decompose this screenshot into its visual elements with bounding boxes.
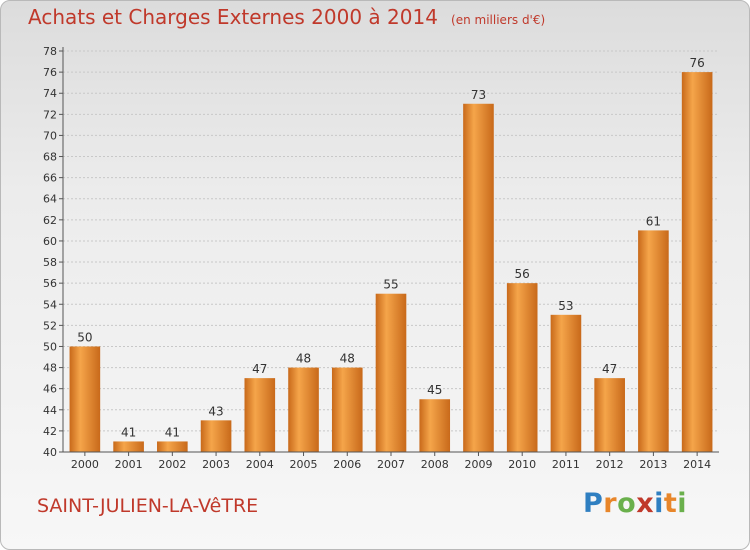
y-tick-label: 46 [43, 383, 57, 396]
y-tick-label: 48 [43, 362, 57, 375]
data-label: 48 [340, 352, 355, 366]
logo-letter: i [677, 488, 688, 519]
data-label: 48 [296, 352, 311, 366]
x-tick-label: 2009 [464, 458, 492, 471]
chart-title-main: Achats et Charges Externes 2000 à 2014 [28, 5, 438, 29]
bar-2013 [638, 230, 669, 452]
y-tick-label: 42 [43, 425, 57, 438]
y-tick-label: 74 [43, 87, 57, 100]
bar-2008 [419, 399, 451, 452]
bar-2005 [288, 367, 319, 452]
y-tick-label: 50 [43, 340, 57, 353]
x-tick-label: 2008 [421, 458, 449, 471]
data-label: 47 [252, 362, 267, 376]
bar-2007 [375, 293, 407, 452]
proxiti-logo: Proxiti [583, 488, 687, 519]
bar-2003 [200, 420, 232, 452]
data-label: 47 [602, 362, 617, 376]
data-label: 50 [77, 330, 92, 344]
logo-letter: i [654, 488, 664, 519]
x-tick-label: 2013 [639, 458, 667, 471]
data-label: 41 [121, 425, 136, 439]
chart-title-unit: (en milliers d'€) [451, 13, 546, 27]
bars: 50 41 41 43 47 48 48 55 45 73 56 53 47 61 76 [69, 56, 713, 453]
x-tick-label: 2011 [552, 458, 580, 471]
bar-2004 [244, 378, 276, 452]
y-tick-label: 56 [43, 277, 57, 290]
x-tick-label: 2006 [333, 458, 361, 471]
data-label: 55 [383, 278, 398, 292]
logo-letter: r [603, 488, 618, 519]
x-tick-label: 2001 [115, 458, 143, 471]
x-tick-label: 2005 [290, 458, 318, 471]
y-tick-label: 78 [43, 45, 57, 58]
data-label: 45 [427, 383, 442, 397]
bar-2001 [113, 441, 144, 452]
data-label: 53 [558, 299, 573, 313]
bar-2012 [594, 378, 625, 452]
bar-2006 [331, 367, 363, 452]
data-label: 41 [165, 425, 180, 439]
y-tick-label: 62 [43, 214, 57, 227]
x-tick-label: 2002 [158, 458, 186, 471]
x-tick-label: 2000 [71, 458, 99, 471]
y-tick-label: 40 [43, 446, 57, 459]
y-tick-label: 60 [43, 235, 57, 248]
y-tick-label: 58 [43, 256, 57, 269]
bar-2011 [550, 314, 582, 452]
logo-letter: x [636, 488, 655, 519]
bar-2014 [681, 72, 713, 453]
data-label: 61 [646, 214, 661, 228]
bar-2000 [69, 346, 101, 452]
logo-letter: P [583, 488, 604, 519]
x-tick-label: 2010 [508, 458, 536, 471]
bar-2010 [506, 283, 538, 452]
data-label: 76 [689, 56, 704, 70]
y-tick-label: 64 [43, 193, 57, 206]
x-tick-label: 2003 [202, 458, 230, 471]
axes: 40 42 44 46 48 50 52 54 56 58 60 62 64 66 68 70 72 74 76 78… [43, 45, 719, 471]
y-tick-label: 66 [43, 172, 57, 185]
x-tick-label: 2004 [246, 458, 274, 471]
y-tick-label: 72 [43, 108, 57, 121]
data-label: 73 [471, 88, 486, 102]
bar-2009 [463, 103, 494, 453]
x-tick-label: 2007 [377, 458, 405, 471]
city-name: SAINT-JULIEN-LA-VêTRE [37, 495, 259, 517]
logo-letter: t [663, 488, 678, 519]
y-tick-label: 70 [43, 129, 57, 142]
logo-letter: o [617, 488, 637, 519]
chart-title: Achats et Charges Externes 2000 à 2014 (… [28, 5, 545, 29]
x-tick-label: 2012 [596, 458, 624, 471]
y-tick-label: 44 [43, 404, 57, 417]
x-tick-label: 2014 [683, 458, 711, 471]
data-label: 56 [515, 267, 530, 281]
data-label: 43 [208, 404, 223, 418]
y-tick-label: 54 [43, 298, 57, 311]
y-tick-label: 52 [43, 319, 57, 332]
bar-2002 [157, 441, 188, 452]
y-tick-label: 76 [43, 66, 57, 79]
y-tick-label: 68 [43, 151, 57, 164]
